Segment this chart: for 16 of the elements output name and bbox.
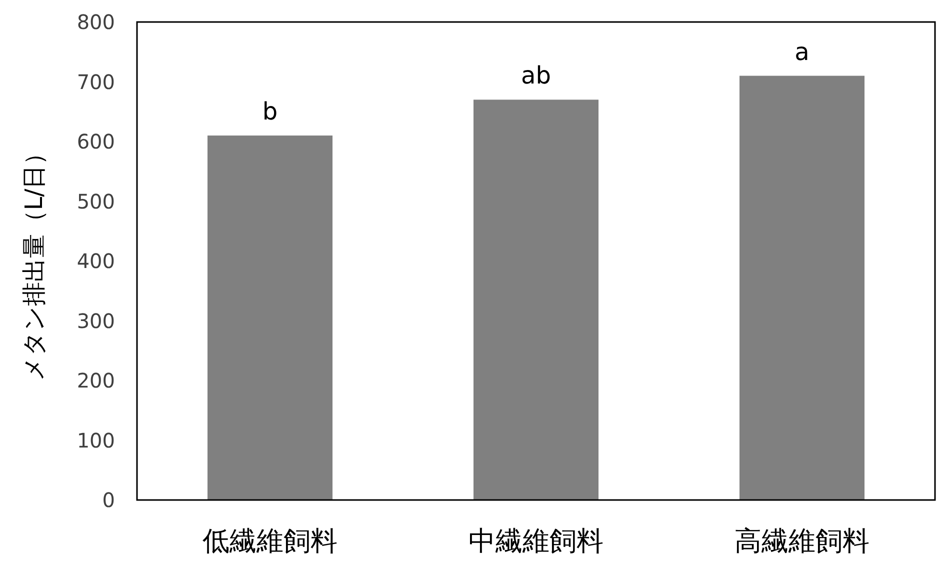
y-tick-label: 500 bbox=[76, 189, 115, 214]
y-tick-label: 800 bbox=[76, 10, 115, 34]
y-tick-label: 200 bbox=[76, 368, 115, 392]
y-tick-label: 300 bbox=[76, 308, 115, 333]
y-tick-label: 600 bbox=[76, 130, 115, 154]
annotation: a bbox=[794, 38, 810, 66]
x-tick-label: 高繊維飼料 bbox=[734, 526, 870, 557]
annotation: b bbox=[262, 98, 278, 126]
x-tick-label: 中繊維飼料 bbox=[468, 526, 604, 557]
y-tick-label: 400 bbox=[76, 249, 115, 273]
y-axis-title: メタン排出量（L/日） bbox=[20, 140, 48, 382]
x-tick-label: 低繊維飼料 bbox=[202, 526, 338, 557]
y-tick-label: 0 bbox=[102, 488, 115, 512]
y-tick-label: 100 bbox=[76, 428, 115, 452]
annotation: ab bbox=[521, 62, 551, 90]
y-tick-label: 700 bbox=[76, 70, 115, 94]
